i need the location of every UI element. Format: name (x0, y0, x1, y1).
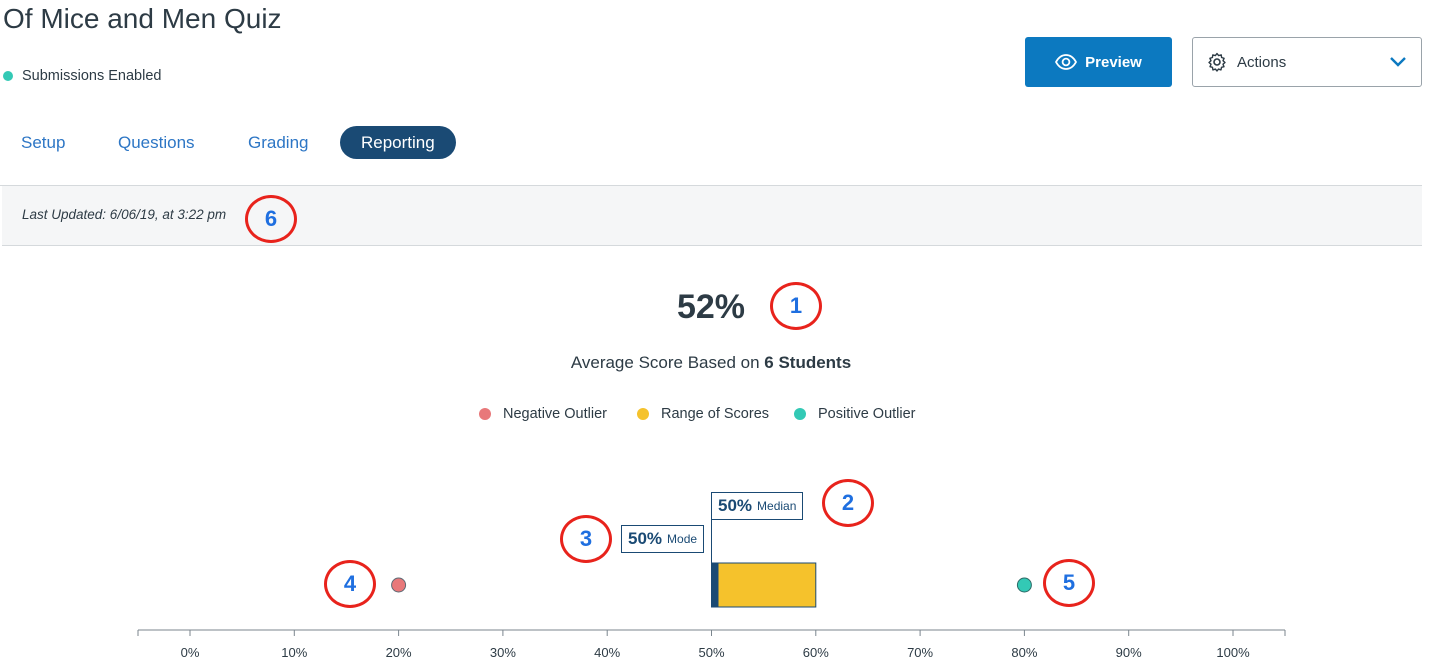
x-tick-label: 10% (281, 645, 307, 660)
negative-outlier-swatch (479, 408, 491, 420)
status-dot-icon (3, 71, 13, 81)
median-marker (711, 563, 719, 607)
gear-icon (1207, 52, 1227, 72)
page-title: Of Mice and Men Quiz (3, 3, 282, 34)
range-of-scores-box (711, 562, 817, 608)
preview-label: Preview (1085, 53, 1142, 71)
student-count: 6 Students (764, 353, 852, 372)
negative-outlier-point (391, 577, 407, 593)
submission-status: Submissions Enabled (3, 68, 161, 84)
mode-value: 50% (628, 529, 663, 548)
x-tick-label: 70% (907, 645, 933, 660)
positive-outlier-point (1016, 577, 1032, 593)
legend-range-of-scores: Range of Scores (637, 406, 769, 422)
actions-label: Actions (1237, 53, 1287, 71)
callout-1: 1 (770, 282, 822, 330)
median-label: 50% Median (711, 492, 804, 520)
positive-outlier-swatch (794, 408, 806, 420)
median-text: Median (757, 499, 797, 513)
last-updated-bar (2, 186, 1422, 246)
eye-icon (1055, 54, 1078, 70)
x-tick-label: 50% (698, 645, 724, 660)
callout-4: 4 (324, 560, 376, 608)
average-prefix: Average Score Based on (570, 353, 760, 372)
average-score-caption: Average Score Based on 6 Students (0, 353, 1422, 373)
last-updated-text: Last Updated: 6/06/19, at 3:22 pm (22, 207, 227, 222)
callout-3: 3 (560, 515, 612, 563)
legend-label: Range of Scores (661, 406, 770, 422)
divider (0, 185, 1422, 186)
x-tick-label: 20% (386, 645, 412, 660)
x-tick-label: 0% (181, 645, 200, 660)
status-text: Submissions Enabled (22, 68, 162, 84)
mode-text: Mode (667, 532, 698, 546)
average-score: 52% (676, 288, 746, 326)
preview-button[interactable]: Preview (1025, 37, 1172, 87)
callout-2: 2 (822, 479, 874, 527)
legend-label: Positive Outlier (818, 406, 916, 422)
x-tick-label: 60% (803, 645, 829, 660)
tab-setup[interactable]: Setup (21, 132, 66, 152)
tab-grading[interactable]: Grading (248, 132, 309, 152)
range-swatch (637, 408, 649, 420)
tab-reporting[interactable]: Reporting (340, 126, 456, 159)
x-tick-label: 40% (594, 645, 620, 660)
x-tick-label: 30% (490, 645, 516, 660)
actions-dropdown[interactable]: Actions (1192, 37, 1422, 87)
median-value: 50% (718, 496, 753, 515)
chevron-down-icon (1389, 53, 1407, 71)
legend-label: Negative Outlier (503, 406, 607, 422)
tab-questions[interactable]: Questions (118, 132, 195, 152)
legend-positive-outlier: Positive Outlier (794, 406, 916, 422)
mode-label: 50% Mode (621, 525, 705, 553)
legend-negative-outlier: Negative Outlier (479, 406, 607, 422)
x-tick-label: 90% (1116, 645, 1142, 660)
x-tick-label: 80% (1011, 645, 1037, 660)
x-tick-label: 100% (1216, 645, 1250, 660)
callout-6: 6 (245, 195, 297, 243)
callout-5: 5 (1043, 559, 1095, 607)
